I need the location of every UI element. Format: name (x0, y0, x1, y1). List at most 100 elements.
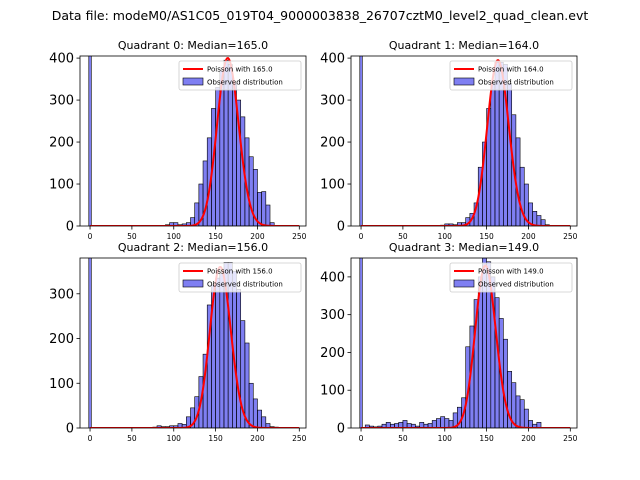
histogram-bar-zero (88, 56, 92, 226)
histogram-bar (519, 399, 525, 428)
histogram-bar (536, 215, 542, 226)
x-tick-label: 100 (438, 232, 453, 241)
y-tick-label: 300 (320, 308, 345, 323)
legend-line-label: Poisson with 156.0 (207, 268, 273, 276)
histogram-bar (257, 409, 262, 428)
histogram-bar (440, 416, 446, 428)
y-tick-label: 100 (49, 377, 74, 392)
histogram-bar (490, 82, 496, 226)
y-tick-label: 100 (320, 384, 345, 399)
histogram-bar-zero (359, 258, 363, 428)
x-tick-label: 50 (398, 434, 408, 443)
y-tick-label: 300 (49, 287, 74, 302)
histogram-bar (261, 191, 267, 226)
legend-bar-swatch (182, 77, 204, 86)
plot-area (88, 258, 300, 428)
x-tick-label: 250 (563, 232, 578, 241)
legend-bar-label: Observed distribution (478, 79, 554, 87)
legend-box (178, 262, 302, 293)
subplot-quadrant-3: 0 50 100 150 200 250 0 100 200 300 400 Quadrant 3: … (320, 241, 578, 443)
x-tick-label: 50 (127, 434, 137, 443)
y-tick-label: 100 (49, 178, 74, 193)
plot-area (359, 258, 571, 428)
x-tick-label: 100 (167, 232, 182, 241)
x-tick-label: 200 (250, 434, 265, 443)
poisson-curve (90, 57, 300, 226)
x-tick-label: 150 (208, 232, 223, 241)
histogram-bar (528, 420, 533, 428)
x-tick-label: 0 (359, 232, 364, 241)
histogram-bar (503, 338, 508, 428)
x-tick-label: 150 (479, 232, 494, 241)
plot-area (359, 56, 571, 226)
legend-bar-label: Observed distribution (207, 79, 283, 87)
histogram-bar (248, 382, 254, 428)
y-tick-label: 0 (66, 422, 74, 437)
histogram-bar (265, 204, 271, 226)
histogram-bar (252, 398, 258, 428)
axes-frame (79, 55, 307, 227)
legend-line-label: Poisson with 149.0 (478, 268, 544, 276)
x-tick-label: 250 (292, 434, 307, 443)
histogram-bar (261, 416, 267, 428)
histogram-bar (215, 277, 221, 428)
x-tick-label: 100 (167, 434, 182, 443)
y-tick-label: 200 (320, 136, 345, 151)
y-tick-label: 0 (337, 220, 345, 235)
y-tick-label: 200 (320, 346, 345, 361)
x-tick-label: 250 (292, 232, 307, 241)
poisson-curve (361, 59, 571, 226)
axes-frame (350, 55, 578, 227)
legend-box (449, 262, 573, 293)
legend-bar-swatch (182, 279, 204, 288)
histogram-bar (515, 395, 521, 428)
histogram-bar (248, 156, 254, 226)
histogram-bar (532, 211, 538, 226)
histogram-bar (436, 418, 441, 428)
x-tick-label: 200 (250, 232, 265, 241)
histogram-bar (236, 289, 242, 428)
y-tick-label: 400 (49, 52, 74, 67)
x-tick-label: 250 (563, 434, 578, 443)
x-tick-label: 150 (479, 434, 494, 443)
legend-bar-label: Observed distribution (478, 281, 554, 289)
histogram-bar (402, 420, 408, 428)
subplot-title: Quadrant 1: Median=164.0 (389, 39, 539, 52)
x-tick-label: 0 (88, 434, 93, 443)
histogram-bar (431, 420, 437, 428)
histogram-bar (540, 219, 546, 226)
subplot-quadrant-2: 0 50 100 150 200 250 0 100 200 300 Quadrant 2: Med… (49, 241, 307, 443)
legend-bar-swatch (453, 77, 475, 86)
subplot-quadrant-1: 0 50 100 150 200 250 0 100 200 300 400 Quadrant 1: … (320, 39, 578, 241)
legend-bar-label: Observed distribution (207, 281, 283, 289)
plot-area (88, 56, 300, 226)
x-tick-label: 200 (521, 232, 536, 241)
subplot-grid: 0 50 100 150 200 250 0 100 200 300 400 Quadrant 0: … (49, 39, 578, 443)
y-tick-label: 100 (320, 178, 345, 193)
legend-box (449, 60, 573, 91)
histogram-bar (219, 273, 225, 428)
y-tick-label: 0 (66, 220, 74, 235)
subplot-title: Quadrant 2: Median=156.0 (118, 241, 268, 254)
histogram-bar (536, 422, 542, 428)
legend-line-label: Poisson with 165.0 (207, 66, 273, 74)
x-tick-label: 0 (88, 232, 93, 241)
axes-frame (350, 257, 578, 429)
x-tick-label: 50 (127, 232, 137, 241)
x-tick-label: 0 (359, 434, 364, 443)
subplot-title: Quadrant 0: Median=165.0 (118, 39, 268, 52)
poisson-curve (361, 264, 571, 428)
legend-bar-swatch (453, 279, 475, 288)
x-tick-label: 50 (398, 232, 408, 241)
legend-box (178, 60, 302, 91)
histogram-bar (444, 418, 450, 428)
axes-frame (79, 257, 307, 429)
y-tick-label: 400 (320, 52, 345, 67)
legend-line-label: Poisson with 164.0 (478, 66, 544, 74)
histogram-bar-zero (88, 258, 92, 428)
y-tick-label: 0 (337, 422, 345, 437)
y-tick-label: 200 (49, 136, 74, 151)
y-tick-label: 200 (49, 332, 74, 347)
histogram-bar-zero (359, 56, 363, 226)
